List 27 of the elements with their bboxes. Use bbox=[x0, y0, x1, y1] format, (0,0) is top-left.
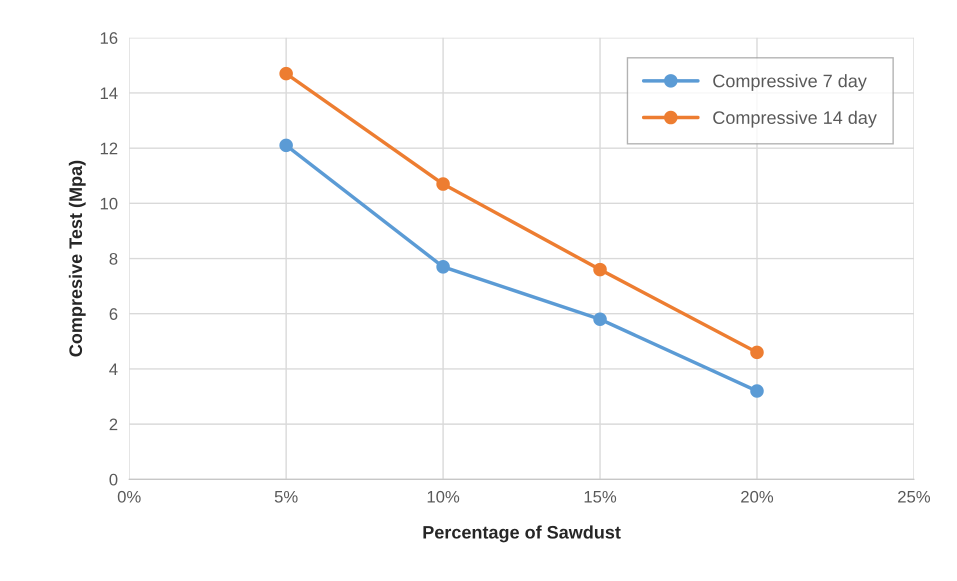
point bbox=[279, 138, 293, 152]
point bbox=[436, 177, 450, 191]
x-tick-label: 10% bbox=[428, 490, 460, 503]
y-tick-label: 10 bbox=[100, 198, 118, 210]
x-tick-label: 0% bbox=[118, 490, 141, 503]
point bbox=[279, 66, 293, 80]
y-tick-label: 14 bbox=[100, 88, 118, 99]
y-axis-title: Compresive Test (Mpa) bbox=[68, 160, 86, 356]
y-tick-label: 4 bbox=[109, 364, 118, 375]
point bbox=[436, 260, 450, 274]
y-tick-label: 2 bbox=[110, 418, 118, 430]
x-tick-label: 5% bbox=[274, 490, 298, 503]
point bbox=[750, 346, 764, 360]
x-tick-label: 20% bbox=[741, 490, 774, 503]
y-tick-label: 16 bbox=[100, 32, 118, 44]
x-axis-title: Percentage of Sawdust bbox=[423, 525, 621, 542]
y-tick-label: 0 bbox=[109, 474, 118, 486]
x-tick-label: 25% bbox=[898, 490, 930, 503]
point bbox=[593, 312, 607, 326]
y-tick-label: 6 bbox=[110, 308, 118, 320]
y-tick-label: 12 bbox=[100, 142, 118, 154]
legend-label: Compressive 7 day bbox=[713, 74, 867, 91]
y-tick-label: 8 bbox=[110, 252, 118, 265]
legend-label: Compressive 14 day bbox=[713, 110, 877, 128]
point bbox=[750, 384, 764, 398]
x-tick-label: 15% bbox=[584, 490, 616, 503]
point bbox=[593, 262, 607, 276]
